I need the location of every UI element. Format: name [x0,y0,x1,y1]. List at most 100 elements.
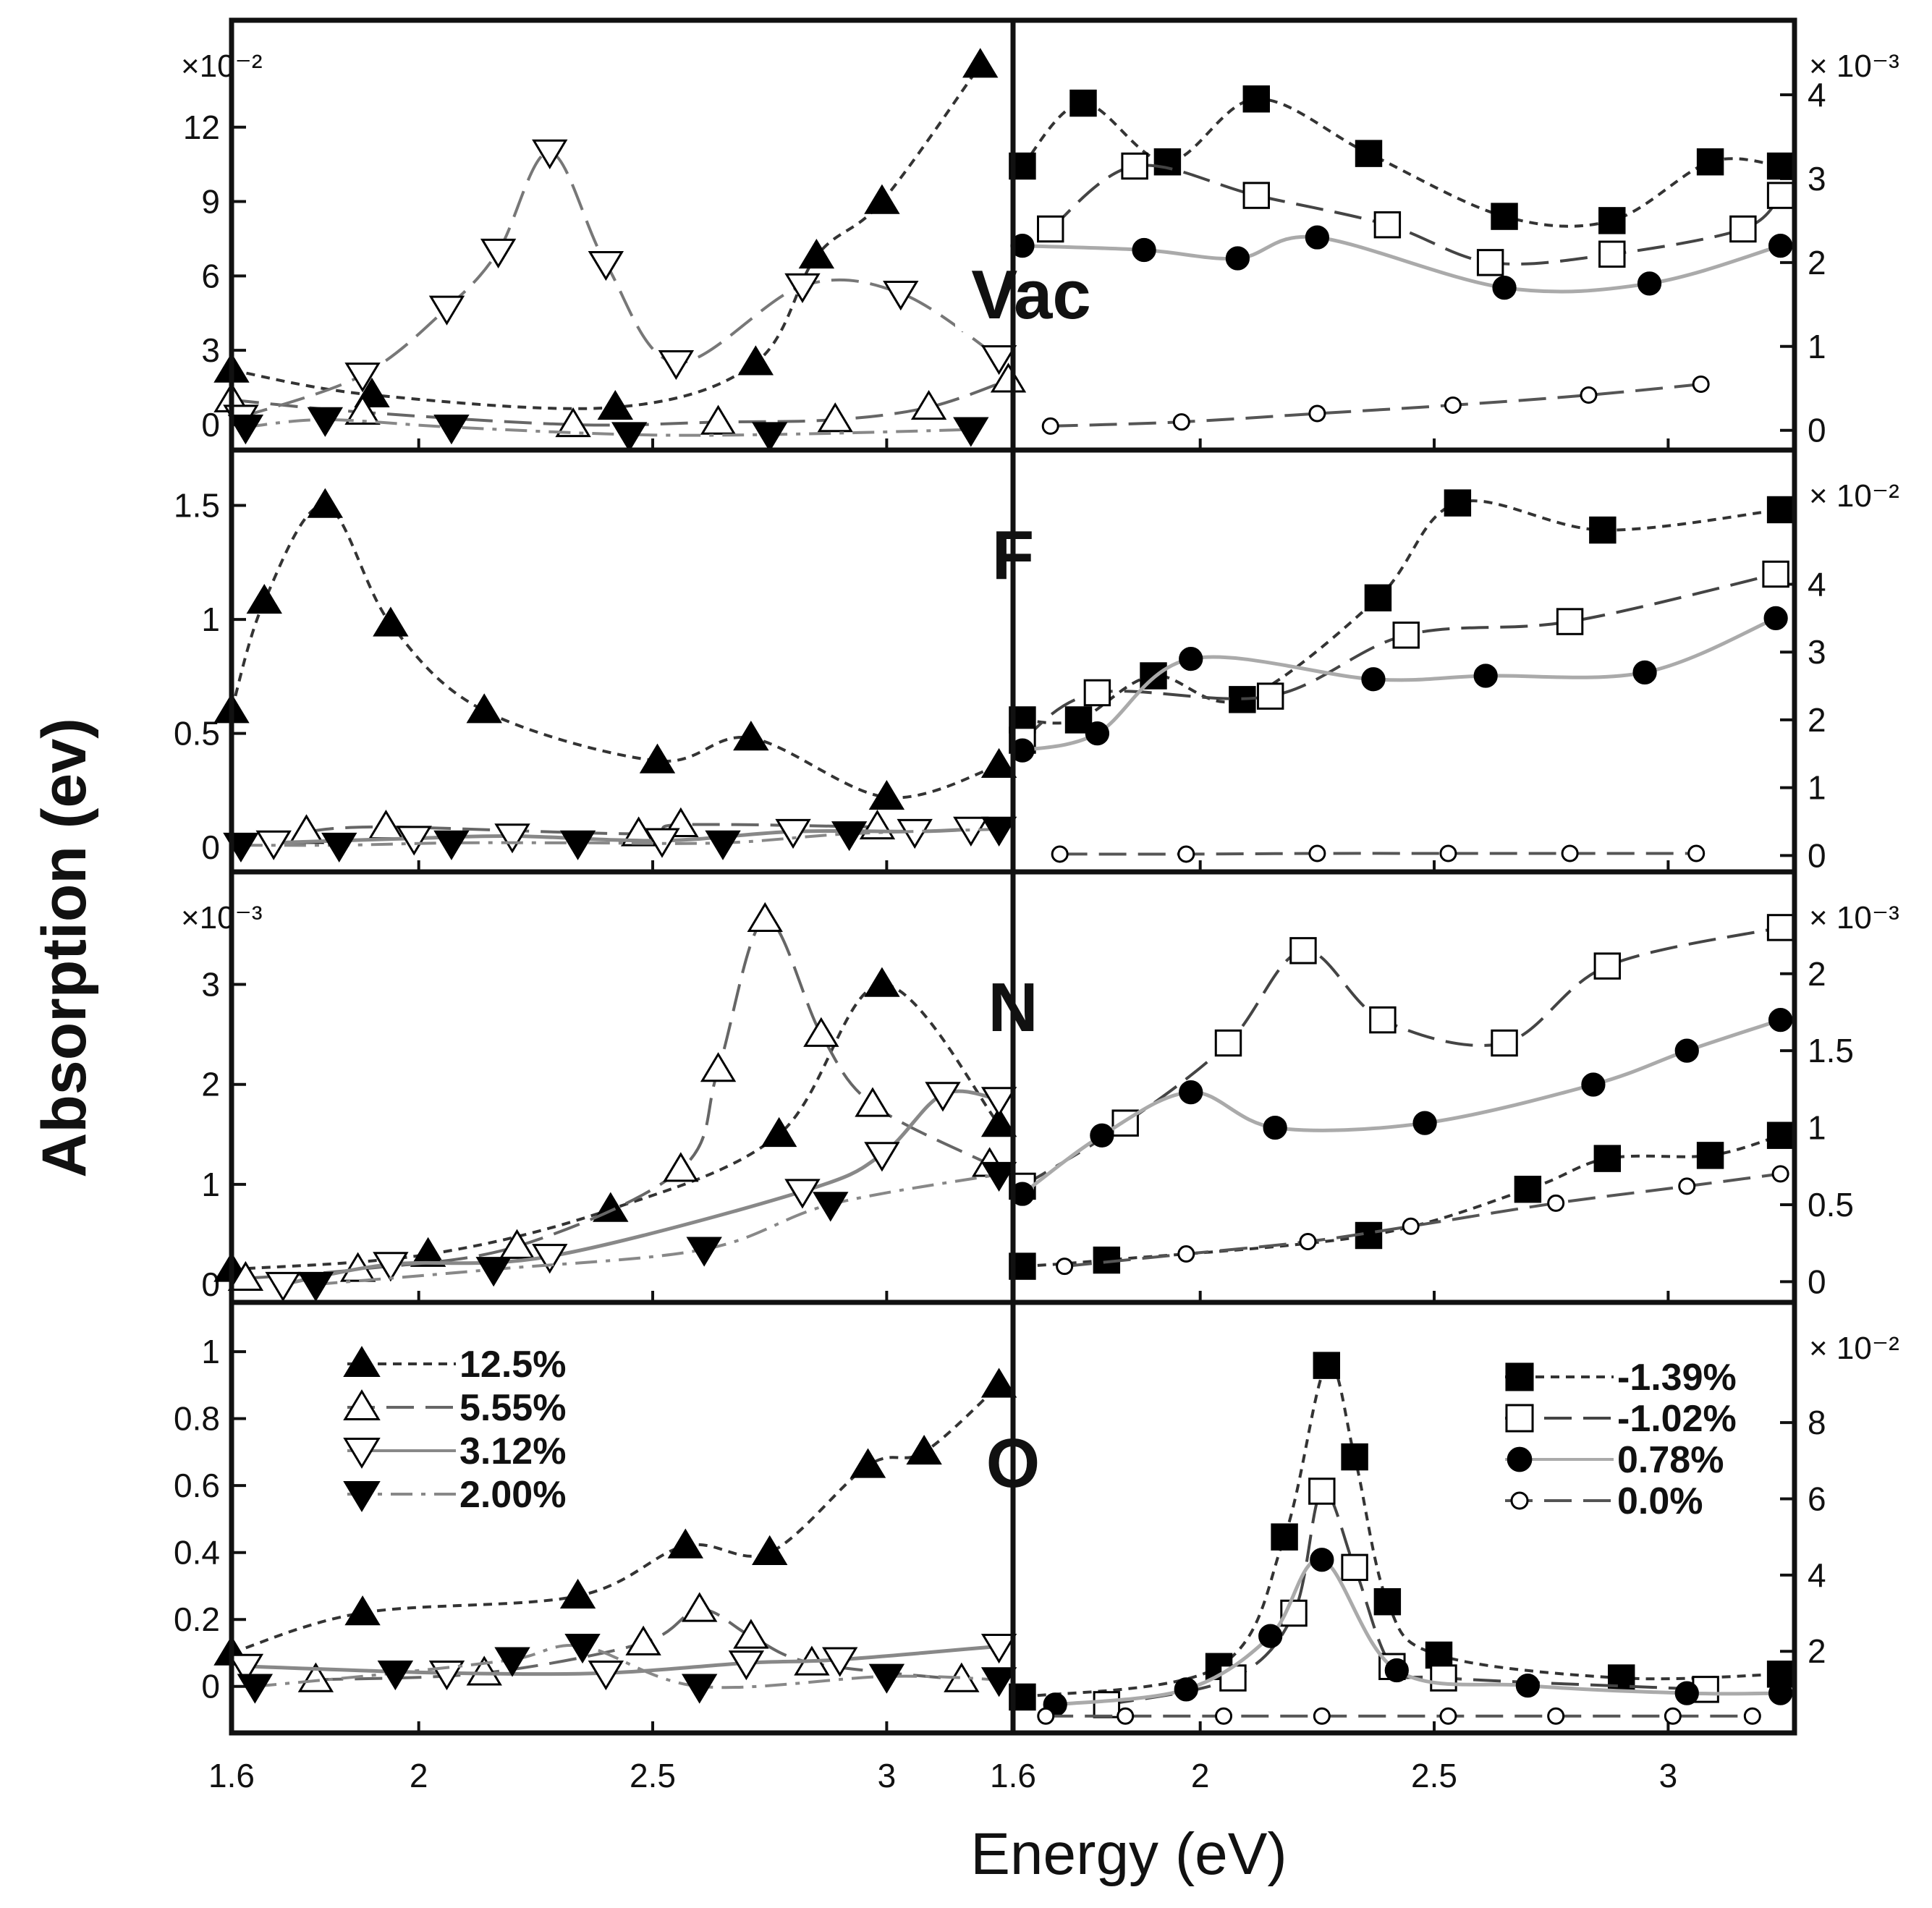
data-point [555,407,591,438]
x-tick-label: 1.6 [208,1757,255,1794]
data-point [747,902,783,932]
data-point [1687,844,1706,862]
data-point [1476,249,1504,276]
data-point [1364,584,1392,611]
data-point [227,1260,264,1292]
y-tick-label: 0.5 [1808,1186,1854,1224]
panel-o-left: 0 0.2 0.4 0.6 0.8 1 1.6 2 2.5 3 [174,1333,1017,1794]
series-line [1050,383,1701,428]
series-line [231,64,982,410]
data-point [962,48,999,78]
data-point [1219,1664,1247,1692]
data-point [1547,1707,1565,1725]
legend-label: 0.78% [1617,1439,1724,1481]
y-tick-label: 3 [201,966,220,1004]
y-tick-label: 0 [1808,836,1826,874]
series-line [230,504,1000,800]
x-tick-label: 2 [410,1757,428,1794]
data-point [925,1082,961,1112]
data-point [588,250,624,281]
data-point [1258,1624,1283,1648]
data-point [1111,1109,1139,1137]
data-point [1313,1352,1341,1379]
data-point [1439,1707,1457,1725]
data-point [1361,667,1386,692]
data-point [864,1142,900,1172]
series-line [1049,164,1782,266]
data-point [813,1192,849,1222]
data-point [246,583,282,614]
data-point [611,422,648,452]
data-point [1768,1681,1793,1705]
data-point [1037,1707,1055,1725]
data-point [1179,646,1203,671]
data-point [1056,1258,1074,1276]
y-tick-label: 1 [201,601,220,638]
data-point [321,832,357,863]
x-tick-label: 3 [878,1757,897,1794]
data-point [1593,952,1622,980]
y-tick-label: 0.6 [174,1467,220,1504]
data-point [980,816,1017,847]
data-point [377,1660,414,1691]
data-point [1766,1122,1795,1149]
data-point [428,295,465,326]
data-point [344,1595,381,1626]
y-tick-label: 1 [1808,769,1826,807]
data-point [564,1633,601,1664]
data-point [1308,1477,1336,1505]
data-point [775,818,811,849]
data-point [1289,937,1317,964]
legend-label: 0.0% [1617,1480,1703,1522]
data-point [980,1633,1017,1664]
data-point [1037,215,1064,243]
data-point [910,389,947,420]
data-point [433,830,470,860]
panel-vac-right: 0 1 2 3 4× 10⁻³ [1009,48,1899,450]
data-point [980,1161,1017,1192]
series-line [1059,852,1697,856]
data-point [1305,225,1329,250]
data-point [1444,396,1462,414]
panel-n-left: 0 1 2 3 ×10⁻³ [181,900,1017,1303]
data-point [855,1087,891,1117]
data-point [705,830,741,860]
data-point [1263,1115,1287,1140]
data-point [737,345,774,376]
y-exponent-label: × 10⁻³ [1809,900,1899,936]
x-tick-label: 3 [1659,1757,1678,1794]
data-point [980,747,1017,779]
data-point [1153,148,1182,176]
y-tick-label: 2 [201,1066,220,1103]
data-point [733,1619,769,1649]
data-point [798,239,835,269]
legend-marker [1505,1404,1534,1433]
panel-n-right: 0 0.5 1 1.5 2 × 10⁻³ [1009,900,1899,1302]
data-point [625,1625,661,1655]
data-point [1132,237,1156,263]
series-line [1021,925,1781,1188]
data-point [1743,1707,1761,1725]
series-line [240,150,1000,419]
data-point [1439,844,1457,862]
y-tick-label: 0 [1808,1263,1826,1300]
y-exponent-label: × 10⁻² [1809,478,1899,514]
data-point [1373,1587,1402,1616]
y-tick-label: 1 [1808,328,1826,365]
data-point [1174,1677,1198,1702]
data-point [980,345,1017,376]
data-point [733,721,769,751]
data-point [344,362,381,393]
data-point [1696,148,1724,176]
data-point [1430,1664,1457,1692]
data-point [1692,375,1710,393]
legend-label: 2.00% [459,1474,566,1516]
data-point [1308,844,1326,862]
legend-marker [1507,1446,1533,1472]
data-point [682,1674,718,1704]
legend-marker [343,1438,381,1469]
series-line [1021,1018,1781,1196]
series-line [231,1383,1000,1655]
y-tick-label: 9 [201,183,220,221]
data-point [307,488,344,518]
